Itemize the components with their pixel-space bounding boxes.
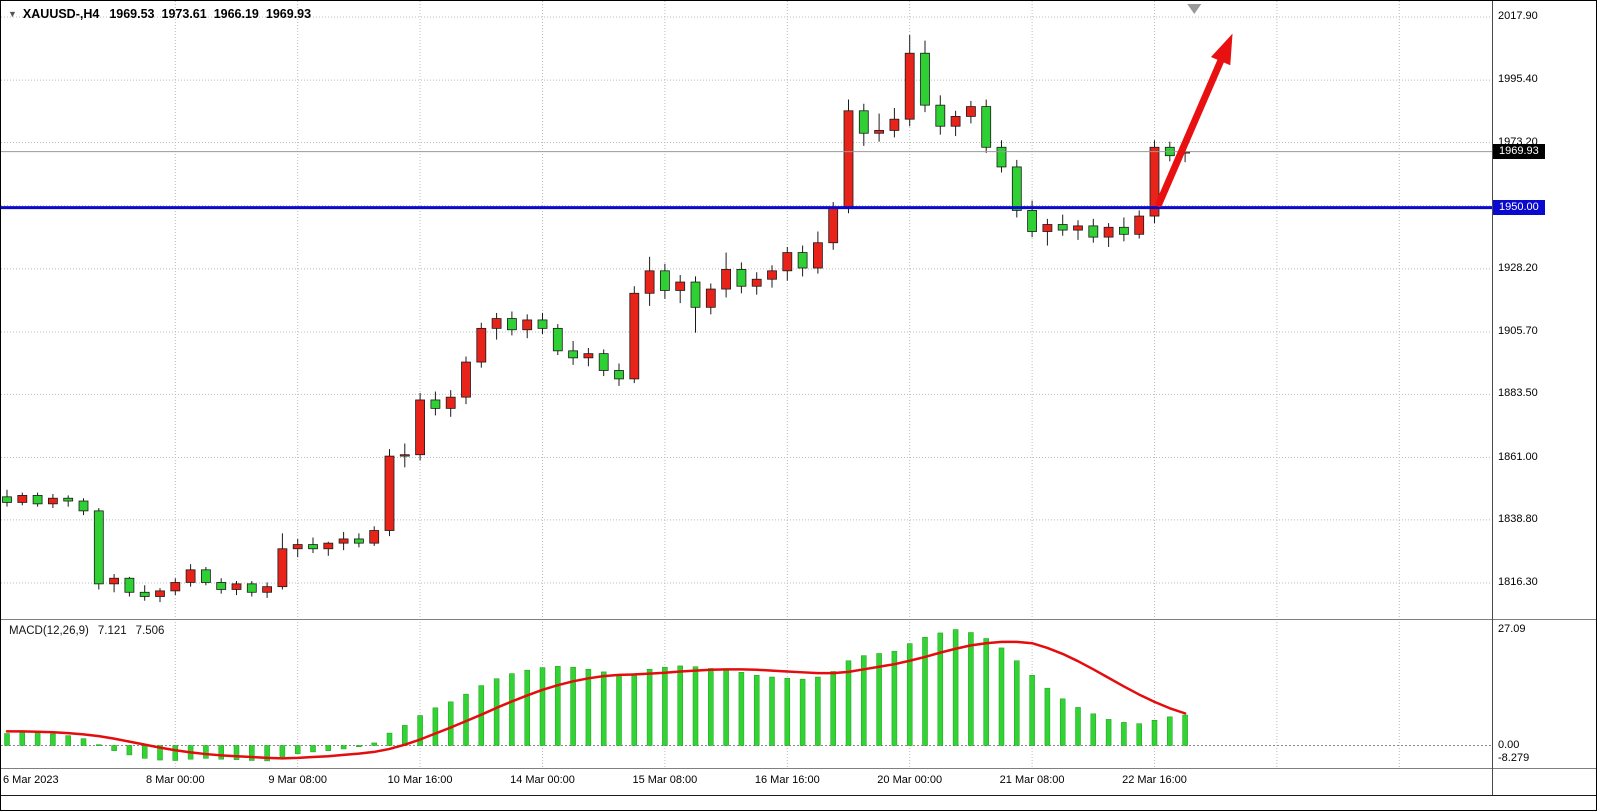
time-axis-tick: 9 Mar 08:00 (268, 774, 328, 786)
time-axis[interactable]: 6 Mar 2023 8 Mar 00:00 9 Mar 08:00 10 Mar 1… (1, 769, 1492, 795)
time-axis-tick: 15 Mar 08:00 (632, 774, 698, 786)
price-axis-tick: 1995.40 (1498, 73, 1538, 86)
macd-axis-zero: 0.00 (1498, 738, 1520, 751)
ohlc-open-value: 1969.53 (109, 7, 155, 21)
macd-signal-line (5, 640, 1187, 760)
grid-layer (1, 1, 1492, 768)
price-axis-tick: 1928.20 (1498, 261, 1538, 274)
price-axis-tick: 1905.70 (1498, 325, 1538, 338)
time-axis-tick: 6 Mar 2023 (3, 774, 59, 786)
macd-axis-max: 27.09 (1498, 622, 1526, 635)
time-axis-tick: 8 Mar 00:00 (145, 774, 205, 786)
symbol-dropdown-icon[interactable]: ▼ (8, 9, 17, 19)
macd-indicator-label: MACD(12,26,9) 7.121 7.506 (9, 625, 173, 637)
price-axis-tick: 1883.50 (1498, 387, 1538, 400)
macd-title: MACD(12,26,9) (9, 625, 89, 637)
price-axis-tick: 1838.80 (1498, 512, 1538, 525)
level-price-badge: 1950.00 (1493, 199, 1545, 215)
time-axis-tick: 16 Mar 16:00 (754, 774, 820, 786)
price-axis-tick: 1861.00 (1498, 450, 1538, 463)
ohlc-high-value: 1973.61 (161, 7, 207, 21)
price-axis-tick: 1816.30 (1498, 576, 1538, 588)
symbol-timeframe-label: XAUUSD-,H4 (22, 7, 100, 21)
bid-price-badge: 1969.93 (1493, 143, 1545, 159)
chart-shift-marker-icon (1187, 4, 1202, 14)
time-axis-tick: 10 Mar 16:00 (387, 774, 453, 786)
macd-histogram (4, 629, 1188, 762)
candles-layer (2, 34, 1190, 603)
chart-header: ▼ XAUUSD-,H4 1969.53 1973.61 1966.19 196… (8, 7, 318, 21)
macd-axis-min: -8.279 (1498, 752, 1530, 764)
time-axis-tick: 21 Mar 08:00 (999, 774, 1065, 786)
trend-arrow[interactable] (1155, 33, 1233, 207)
time-axis-tick: 14 Mar 00:00 (510, 774, 575, 786)
macd-signal-value: 7.506 (135, 625, 165, 637)
time-axis-tick: 22 Mar 16:00 (1122, 774, 1187, 786)
price-axis[interactable]: 1969.93 1950.00 2017.90 1995.40 1973.20 192… (1493, 1, 1596, 795)
price-axis-tick: 2017.90 (1498, 10, 1538, 22)
ohlc-low-value: 1966.19 (213, 7, 259, 21)
macd-main-value: 7.121 (97, 625, 127, 637)
time-axis-tick: 20 Mar 00:00 (877, 774, 943, 786)
ohlc-close-value: 1969.93 (265, 7, 312, 21)
